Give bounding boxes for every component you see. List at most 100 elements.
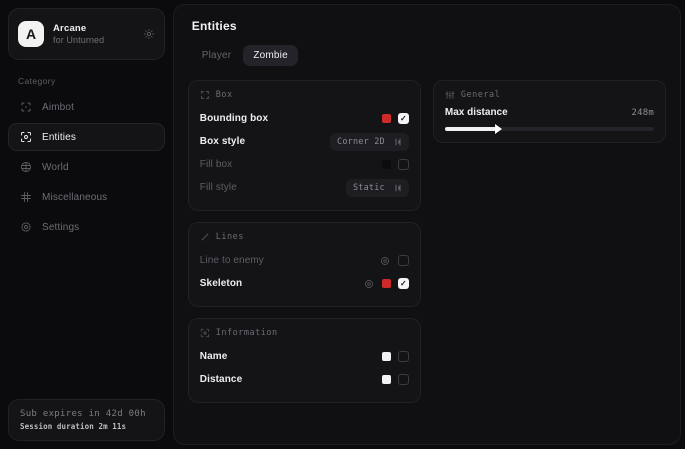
grid-icon: [19, 191, 32, 204]
entities-scan-icon: [19, 131, 32, 144]
card-information-title: Information: [215, 328, 278, 338]
sidebar-item-label: Settings: [42, 221, 80, 233]
slider-thumb[interactable]: [495, 124, 503, 134]
sidebar-item-miscellaneous[interactable]: Miscellaneous: [8, 183, 165, 211]
tab-zombie[interactable]: Zombie: [243, 45, 298, 66]
gear-icon[interactable]: [364, 278, 375, 289]
card-lines-header: Lines: [200, 232, 409, 242]
checkbox-name[interactable]: [397, 351, 409, 362]
row-controls: ✓: [364, 278, 409, 289]
checkbox-skeleton[interactable]: ✓: [397, 278, 409, 289]
profile-name: Arcane: [53, 23, 87, 34]
card-information-header: Information: [200, 328, 409, 338]
row-controls: ✓: [381, 113, 409, 124]
entity-tabs: Player Zombie: [192, 45, 666, 66]
row-controls: [381, 159, 409, 170]
row-distance: Distance: [200, 368, 409, 391]
checkbox-distance[interactable]: [397, 374, 409, 385]
color-swatch-name[interactable]: [381, 352, 391, 361]
avatar: A: [18, 21, 44, 47]
color-swatch-skeleton[interactable]: [381, 279, 391, 288]
sidebar-item-entities[interactable]: Entities: [8, 123, 165, 151]
gear-icon[interactable]: [143, 28, 155, 40]
max-distance-label: Max distance: [444, 107, 508, 118]
expand-icon: [394, 184, 402, 192]
sidebar: A Arcane for Unturned Category: [0, 0, 173, 449]
sidebar-item-label: Aimbot: [42, 101, 75, 113]
sidebar-item-label: World: [42, 161, 69, 173]
corner-brackets-icon: [200, 90, 210, 100]
sidebar-item-label: Entities: [42, 131, 76, 143]
card-general-title: General: [460, 90, 501, 100]
main-panel: Entities Player Zombie Box: [172, 4, 681, 445]
row-line-to-enemy: Line to enemy: [200, 249, 409, 272]
gear-icon[interactable]: [380, 255, 391, 266]
profile-card[interactable]: A Arcane for Unturned: [8, 8, 165, 60]
row-name: Name: [200, 345, 409, 368]
subscription-expiry: Sub expires in 42d 00h: [20, 409, 146, 419]
row-label: Fill style: [199, 182, 237, 193]
card-information: Information Name Distance: [187, 318, 421, 403]
card-general-header: General: [445, 90, 654, 100]
sidebar-spacer: [8, 241, 165, 399]
row-label: Name: [199, 351, 228, 362]
dropdown-value: Static: [352, 182, 385, 193]
expand-icon: [394, 138, 402, 146]
row-label: Distance: [199, 374, 243, 385]
max-distance-slider[interactable]: [444, 124, 654, 134]
row-fill-box: Fill box: [200, 153, 409, 176]
globe-icon: [19, 161, 32, 174]
right-column: General Max distance 248m: [432, 80, 666, 143]
row-fill-style: Fill style Static: [200, 176, 409, 199]
sliders-icon: [445, 90, 455, 100]
row-controls: [380, 255, 409, 266]
max-distance-row: Max distance 248m: [445, 107, 654, 118]
check-icon: ✓: [400, 113, 407, 123]
row-label: Bounding box: [199, 113, 269, 124]
left-column: Box Bounding box ✓ Box style Corner 2D: [187, 80, 421, 403]
settings-columns: Box Bounding box ✓ Box style Corner 2D: [187, 80, 666, 403]
page-title: Entities: [191, 19, 237, 33]
row-controls: [381, 374, 409, 385]
color-swatch-fill-box[interactable]: [381, 160, 391, 169]
dropdown-box-style[interactable]: Corner 2D: [330, 132, 409, 151]
check-icon: ✓: [400, 278, 407, 288]
card-box: Box Bounding box ✓ Box style Corner 2D: [187, 80, 421, 211]
row-label: Box style: [199, 136, 246, 147]
crosshair-icon: [19, 101, 32, 114]
card-box-header: Box: [200, 90, 409, 100]
card-general: General Max distance 248m: [432, 80, 666, 143]
row-label: Line to enemy: [199, 255, 264, 266]
row-skeleton: Skeleton ✓: [200, 272, 409, 295]
dropdown-value: Corner 2D: [337, 136, 385, 147]
sidebar-item-settings[interactable]: Settings: [8, 213, 165, 241]
row-label: Skeleton: [199, 278, 243, 289]
sidebar-item-aimbot[interactable]: Aimbot: [8, 93, 165, 121]
dropdown-fill-style[interactable]: Static: [345, 178, 409, 197]
gear-icon: [19, 221, 32, 234]
category-label: Category: [18, 76, 56, 86]
sidebar-item-label: Miscellaneous: [42, 191, 108, 203]
card-lines: Lines Line to enemy: [187, 222, 421, 307]
session-duration: Session duration 2m 11s: [20, 422, 127, 431]
row-box-style: Box style Corner 2D: [200, 130, 409, 153]
sidebar-nav: Aimbot Entities World: [8, 93, 165, 241]
profile-text: Arcane for Unturned: [53, 23, 134, 45]
color-swatch-bounding-box[interactable]: [381, 114, 391, 123]
row-controls: [381, 351, 409, 362]
subscription-card: Sub expires in 42d 00h Session duration …: [8, 399, 165, 441]
diagonal-line-icon: [200, 232, 210, 242]
profile-subtitle: for Unturned: [53, 35, 105, 45]
checkbox-fill-box[interactable]: [397, 159, 409, 170]
slider-fill: [444, 127, 498, 131]
row-bounding-box: Bounding box ✓: [200, 107, 409, 130]
tab-player[interactable]: Player: [201, 50, 232, 61]
max-distance-value: 248m: [631, 107, 654, 118]
sidebar-item-world[interactable]: World: [8, 153, 165, 181]
card-box-title: Box: [215, 90, 233, 100]
checkbox-bounding-box[interactable]: ✓: [397, 113, 409, 124]
color-swatch-distance[interactable]: [381, 375, 391, 384]
checkbox-line-to-enemy[interactable]: [397, 255, 409, 266]
row-label: Fill box: [199, 159, 233, 170]
